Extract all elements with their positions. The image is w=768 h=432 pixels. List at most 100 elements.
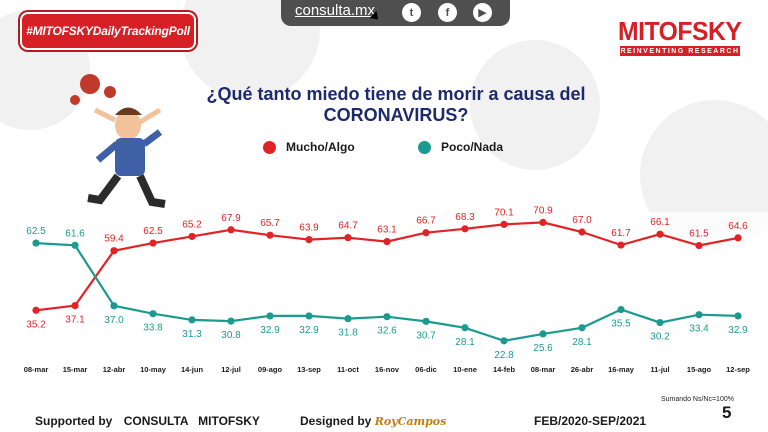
designed-prefix: Designed by (300, 414, 372, 428)
data-point (344, 315, 352, 323)
data-point (188, 232, 196, 241)
data-label: 63.1 (377, 225, 397, 236)
facebook-icon[interactable]: f (438, 3, 457, 22)
data-label: 31.3 (182, 329, 202, 340)
data-point (110, 302, 118, 310)
x-tick-label: 12-jul (221, 365, 241, 374)
data-point (539, 218, 547, 226)
data-point (227, 226, 235, 234)
legend-item-mucho: Mucho/Algo (263, 140, 355, 154)
data-label: 67.0 (572, 215, 592, 226)
x-tick-label: 14-jun (181, 365, 204, 374)
youtube-icon[interactable]: ▶ (473, 3, 492, 22)
twitter-icon[interactable]: t (402, 3, 421, 22)
page-number: 5 (722, 403, 732, 422)
data-label: 37.0 (104, 315, 124, 326)
x-tick-label: 15-ago (687, 365, 712, 374)
data-label: 32.9 (260, 325, 280, 336)
data-label: 22.8 (494, 350, 514, 361)
data-point (656, 230, 664, 238)
data-label: 61.6 (65, 228, 85, 239)
data-point (383, 313, 391, 321)
data-label: 63.9 (299, 223, 319, 234)
data-point (227, 317, 235, 325)
designer-signature: RoyCampos (374, 415, 447, 428)
data-label: 66.1 (650, 217, 670, 228)
data-label: 35.2 (26, 319, 46, 330)
data-label: 65.2 (182, 219, 202, 230)
x-tick-label: 15-mar (63, 365, 88, 374)
x-tick-label: 26-abr (571, 365, 594, 374)
data-point (266, 312, 274, 320)
consulta-link[interactable]: consulta.mx (295, 2, 376, 19)
legend-swatch-teal (418, 140, 431, 154)
x-tick-label: 16-nov (375, 365, 400, 374)
data-label: 30.2 (650, 332, 670, 343)
scared-man-illustration (70, 74, 166, 208)
data-point (578, 228, 586, 236)
data-label: 37.1 (65, 315, 85, 326)
data-label: 64.7 (338, 221, 358, 232)
legend-item-poco: Poco/Nada (418, 140, 503, 154)
virus-icon (80, 74, 100, 94)
data-point (500, 337, 508, 345)
data-point (500, 220, 508, 228)
footnote: Sumando Ns/Nc=100% (661, 396, 734, 403)
data-point (617, 305, 625, 314)
x-tick-label: 12-abr (103, 365, 126, 374)
data-label: 32.9 (728, 325, 748, 336)
data-point (461, 324, 469, 332)
x-tick-label: 10-may (140, 365, 167, 374)
data-point (461, 225, 469, 233)
x-tick-label: 14-feb (493, 365, 516, 374)
supported-by: Supported by CONSULTA MITOFSKY (35, 414, 260, 428)
data-label: 62.5 (143, 226, 163, 237)
data-label: 64.6 (728, 221, 748, 232)
legend-swatch-red (263, 140, 276, 154)
top-link-bar: consulta.mx t f ▶ (281, 0, 510, 26)
data-point (32, 306, 40, 314)
data-point (149, 239, 157, 247)
data-point (539, 330, 547, 338)
data-point (578, 324, 586, 332)
data-label: 68.3 (455, 212, 475, 223)
legend-label-poco: Poco/Nada (441, 140, 504, 154)
data-point (110, 247, 118, 255)
x-tick-label: 11-jul (650, 365, 669, 374)
mitofsky-logo: MITOFSKY (618, 16, 742, 46)
data-point (305, 312, 313, 320)
virus-decoration (470, 40, 600, 170)
data-label: 31.8 (338, 328, 358, 339)
data-label: 32.9 (299, 325, 319, 336)
data-point (422, 229, 430, 237)
data-label: 70.1 (494, 207, 514, 218)
virus-icon (70, 95, 80, 105)
data-point (344, 234, 352, 242)
designed-by: Designed by RoyCampos (300, 414, 446, 428)
x-tick-label: 12-sep (726, 365, 750, 374)
x-tick-label: 09-ago (258, 365, 283, 374)
data-label: 33.4 (689, 324, 709, 335)
data-label: 61.5 (689, 229, 709, 240)
data-point (422, 317, 430, 325)
supported-org: CONSULTA MITOFSKY (123, 414, 260, 428)
x-tick-label: 13-sep (297, 365, 321, 374)
data-point (71, 241, 79, 249)
data-label: 30.8 (221, 330, 241, 341)
data-label: 59.4 (104, 234, 124, 245)
data-point (383, 238, 391, 246)
data-point (71, 302, 79, 310)
data-label: 66.7 (416, 216, 436, 227)
data-point (149, 310, 157, 318)
data-label: 28.1 (572, 337, 592, 348)
data-label: 70.9 (533, 205, 553, 216)
chart-title: ¿Qué tanto miedo tiene de morir a causa … (206, 84, 586, 125)
x-tick-label: 06-dic (415, 365, 437, 374)
virus-icon (104, 86, 116, 98)
x-tick-label: 11-oct (337, 365, 359, 374)
data-point (266, 231, 274, 239)
data-label: 28.1 (455, 337, 475, 348)
legend-label-mucho: Mucho/Algo (286, 140, 355, 154)
data-point (734, 312, 742, 320)
